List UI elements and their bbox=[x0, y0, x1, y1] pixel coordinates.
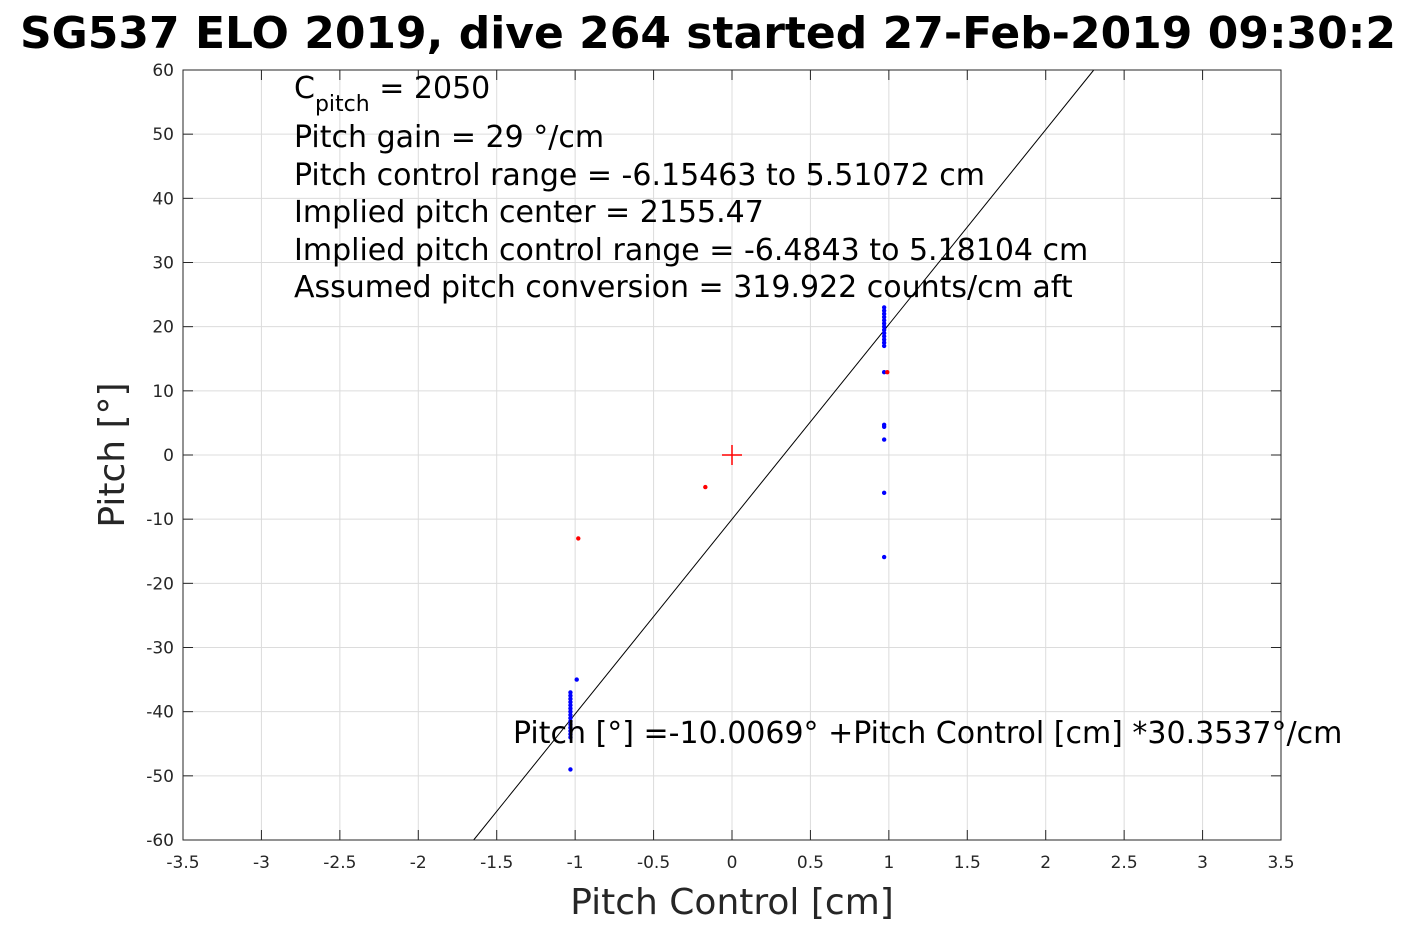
blue-data-point bbox=[568, 712, 573, 718]
blue-data-point bbox=[568, 703, 573, 708]
blue-data-point bbox=[568, 699, 573, 705]
blue-data-point bbox=[568, 690, 573, 695]
x-tick-label: 0.5 bbox=[797, 853, 824, 873]
x-tick-label: -0.5 bbox=[637, 853, 670, 873]
chart-title: SG537 ELO 2019, dive 264 started 27-Feb-… bbox=[20, 8, 1396, 59]
y-tick-label: -50 bbox=[146, 767, 174, 787]
blue-data-point bbox=[881, 324, 887, 329]
red-data-point bbox=[576, 536, 581, 541]
x-tick-label: 3.5 bbox=[1267, 853, 1294, 873]
center-marker-layer bbox=[722, 445, 742, 465]
blue-data-point bbox=[881, 318, 887, 323]
y-tick-label: 30 bbox=[152, 254, 174, 274]
x-tick-label: -1 bbox=[567, 853, 584, 873]
blue-data-point bbox=[568, 693, 573, 698]
annotation-cpitch: Cpitch = 2050 bbox=[294, 71, 490, 117]
y-axis-label: Pitch [°] bbox=[92, 382, 133, 527]
y-tick-label: 0 bbox=[163, 446, 174, 466]
x-tick-label: 2.5 bbox=[1111, 853, 1138, 873]
annotation-implied-range: Implied pitch control range = -6.4843 to… bbox=[294, 233, 1088, 268]
blue-data-point bbox=[568, 728, 573, 734]
blue-data-point bbox=[568, 767, 573, 772]
red-data-point bbox=[703, 484, 708, 490]
x-tick-label: 1 bbox=[883, 853, 894, 873]
blue-data-point bbox=[568, 731, 573, 737]
blue-data-point bbox=[881, 554, 887, 560]
data-points bbox=[568, 305, 890, 772]
blue-data-point bbox=[568, 696, 573, 702]
blue-data-point bbox=[568, 722, 573, 727]
blue-data-point bbox=[881, 308, 887, 313]
fit-line bbox=[473, 69, 1095, 841]
annotation-conversion: Assumed pitch conversion = 319.922 count… bbox=[294, 270, 1073, 305]
blue-data-point bbox=[881, 343, 887, 349]
blue-data-point bbox=[881, 330, 887, 336]
y-tick-label: 10 bbox=[152, 382, 174, 402]
y-tick-label: -60 bbox=[146, 831, 174, 851]
x-tick-label: 2 bbox=[1040, 853, 1051, 873]
plot-frame bbox=[182, 69, 1282, 841]
y-tick-label: -10 bbox=[146, 510, 174, 530]
x-tick-label: -2 bbox=[410, 853, 427, 873]
blue-data-point bbox=[881, 321, 887, 326]
blue-data-point bbox=[881, 311, 887, 317]
y-tick-label: -30 bbox=[146, 639, 174, 659]
blue-data-point bbox=[881, 305, 887, 310]
x-tick-label: 3 bbox=[1197, 853, 1208, 873]
blue-data-point bbox=[881, 340, 887, 345]
cpitch-value: = 2050 bbox=[370, 71, 491, 106]
annotation-control-range: Pitch control range = -6.15463 to 5.5107… bbox=[294, 158, 985, 193]
cpitch-symbol: C bbox=[294, 71, 315, 106]
x-tick-labels: -3.5 -3 -2.5 -2 -1.5 -1 -0.5 0 0.5 1 1.5 2 2.5 3 3.5 bbox=[166, 853, 1294, 873]
y-tick-label: 40 bbox=[152, 189, 174, 209]
y-tick-label: -20 bbox=[146, 574, 174, 594]
blue-data-point bbox=[881, 490, 887, 496]
x-axis-label: Pitch Control [cm] bbox=[570, 882, 894, 923]
blue-data-point bbox=[568, 735, 573, 740]
blue-data-point bbox=[568, 719, 573, 724]
blue-data-point bbox=[881, 337, 887, 342]
annotation-implied-center: Implied pitch center = 2155.47 bbox=[294, 195, 764, 230]
x-tick-label: -2.5 bbox=[323, 853, 356, 873]
x-tick-label: -1.5 bbox=[480, 853, 513, 873]
blue-data-point bbox=[568, 706, 573, 711]
y-tick-label: 50 bbox=[152, 125, 174, 145]
blue-data-point bbox=[881, 314, 887, 320]
blue-data-point bbox=[568, 725, 573, 730]
annotation-gain: Pitch gain = 29 °/cm bbox=[294, 120, 604, 155]
y-tick-label: 60 bbox=[152, 61, 174, 81]
blue-data-point bbox=[881, 424, 887, 429]
grid bbox=[182, 69, 1282, 841]
x-tick-label: -3.5 bbox=[166, 853, 199, 873]
blue-data-point bbox=[568, 709, 573, 714]
y-tick-label: -40 bbox=[146, 703, 174, 723]
red-data-point bbox=[885, 370, 890, 375]
cpitch-subscript: pitch bbox=[315, 92, 370, 117]
blue-data-point bbox=[574, 677, 579, 682]
blue-data-point bbox=[568, 715, 573, 721]
y-tick-labels: 60 50 40 30 20 10 0 -10 -20 -30 -40 -50 -60 bbox=[146, 61, 174, 851]
x-tick-label: 0 bbox=[727, 853, 738, 873]
y-tick-label: 20 bbox=[152, 318, 174, 338]
x-tick-label: 1.5 bbox=[954, 853, 981, 873]
fit-line-layer bbox=[473, 69, 1095, 841]
x-tick-label: -3 bbox=[253, 853, 270, 873]
blue-data-point bbox=[881, 327, 887, 333]
blue-data-point bbox=[881, 370, 887, 375]
blue-data-point bbox=[881, 334, 887, 339]
annotation-fit-equation: Pitch [°] =-10.0069° +Pitch Control [cm]… bbox=[513, 716, 1342, 751]
blue-data-point bbox=[881, 437, 887, 442]
